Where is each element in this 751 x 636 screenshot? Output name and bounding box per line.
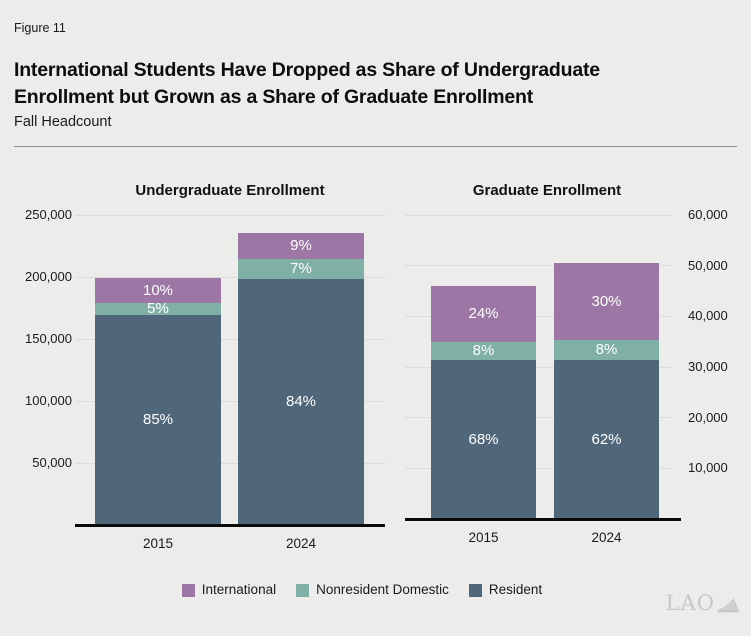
gridline [405, 315, 672, 317]
x-axis-label: 2024 [591, 530, 622, 545]
undergraduate-chart-title: Undergraduate Enrollment [135, 182, 325, 199]
legend-item-resident: Resident [468, 582, 543, 597]
legend-label: International [201, 582, 277, 597]
legend-item-international: International [181, 582, 277, 597]
lao-logo-text: LAO [665, 591, 715, 615]
segment-percent-label: 30% [591, 292, 622, 310]
gridline [76, 462, 385, 464]
gridline [76, 276, 385, 278]
bar-segment-nonresident-domestic [554, 340, 659, 361]
figure-label: Figure 11 [14, 21, 66, 35]
gridline [76, 338, 385, 340]
segment-percent-label: 7% [290, 260, 312, 278]
bar-segment-nonresident-domestic [431, 341, 536, 361]
segment-percent-label: 68% [468, 430, 499, 448]
bar-segment-resident [238, 279, 364, 525]
chart-legend: International Nonresident Domestic Resid… [0, 583, 724, 597]
bar-segment-international [95, 278, 221, 304]
y-axis-tick-label: 250,000 [25, 207, 72, 222]
segment-percent-label: 10% [142, 281, 174, 299]
graduate-chart-title: Graduate Enrollment [472, 182, 622, 199]
y-axis-tick-label: 30,000 [688, 359, 728, 374]
bar-segment-resident [95, 315, 221, 525]
bar-segment-nonresident-domestic [95, 303, 221, 316]
gridline [76, 400, 385, 402]
y-axis-tick-label: 150,000 [25, 331, 72, 346]
x-axis-label: 2015 [468, 530, 499, 545]
y-axis-tick-label: 20,000 [688, 409, 728, 425]
legend-item-nonresident-domestic: Nonresident Domestic [296, 583, 449, 597]
x-axis-line [75, 524, 385, 527]
page-title-line1: International Students Have Dropped as S… [14, 59, 600, 81]
gridline [405, 366, 672, 368]
segment-percent-label: 5% [147, 300, 169, 318]
y-axis-tick-label: 200,000 [25, 269, 72, 284]
segment-percent-label: 8% [472, 342, 495, 360]
bar-segment-international [238, 232, 364, 259]
segment-percent-label: 85% [142, 411, 174, 429]
bar-segment-resident [431, 360, 536, 519]
header-divider [14, 146, 737, 147]
y-axis-tick-label: 10,000 [688, 460, 728, 476]
gridline [405, 265, 672, 267]
x-axis-line [405, 518, 681, 521]
bar-segment-international [431, 285, 536, 342]
y-axis-tick-label: 40,000 [688, 308, 728, 324]
gridline [76, 214, 385, 216]
bar-segment-resident [554, 360, 659, 519]
page-title-line2: Enrollment but Grown as a Share of Gradu… [14, 86, 534, 108]
segment-percent-label: 62% [591, 430, 622, 448]
y-axis-tick-label: 50,000 [688, 257, 728, 273]
international-swatch-icon [181, 583, 195, 597]
gridline [405, 417, 672, 419]
legend-label: Nonresident Domestic [316, 582, 449, 597]
bar-segment-nonresident-domestic [238, 259, 364, 280]
gridline [405, 467, 672, 469]
legend-label: Resident [488, 582, 543, 597]
lao-quill-icon [717, 598, 740, 613]
lao-logo: LAO [666, 592, 740, 614]
segment-percent-label: 8% [595, 341, 618, 359]
page-subtitle: Fall Headcount [14, 114, 112, 130]
segment-percent-label: 9% [290, 237, 312, 254]
gridline [405, 214, 672, 216]
y-axis-tick-label: 100,000 [25, 393, 72, 408]
nonresident-domestic-swatch-icon [296, 583, 310, 597]
resident-swatch-icon [468, 583, 482, 597]
y-axis-tick-label: 50,000 [32, 455, 72, 470]
x-axis-label: 2015 [142, 536, 174, 551]
page-title: International Students Have Dropped as S… [14, 57, 600, 111]
segment-percent-label: 84% [285, 393, 317, 411]
y-axis-tick-label: 60,000 [688, 207, 728, 222]
bar-segment-international [554, 263, 659, 341]
x-axis-label: 2024 [285, 536, 317, 551]
segment-percent-label: 24% [468, 304, 499, 322]
